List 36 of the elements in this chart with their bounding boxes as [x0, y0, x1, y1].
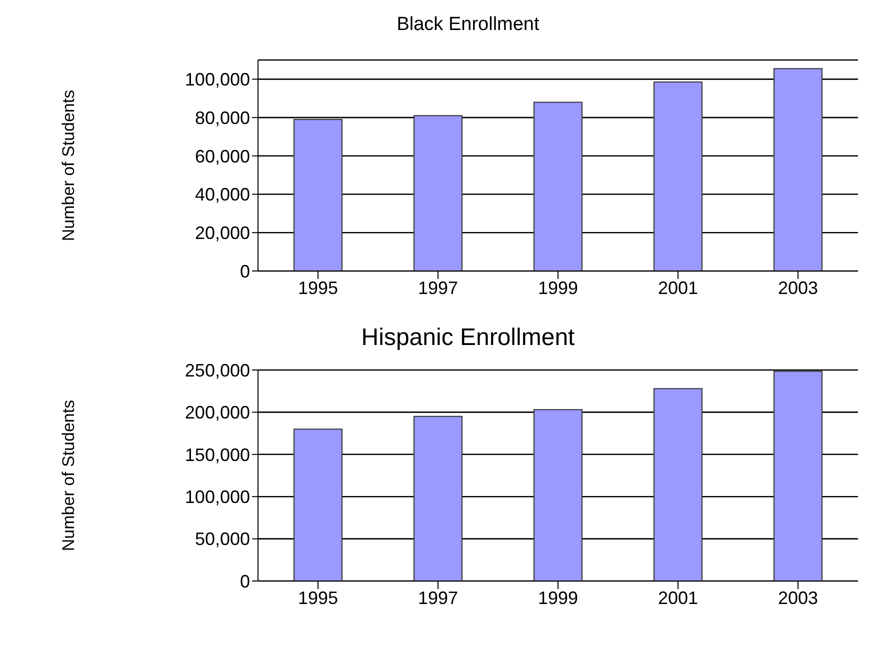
y-tick-label: 200,000 [184, 402, 250, 423]
bar [534, 102, 582, 271]
x-tick-label: 1997 [418, 588, 458, 608]
bar [534, 409, 582, 581]
y-tick-label: 80,000 [194, 108, 250, 128]
y-tick-label: 40,000 [194, 184, 250, 205]
bar [774, 68, 822, 271]
bar [654, 388, 702, 581]
y-tick-label: 0 [240, 571, 250, 592]
chart-title: Hispanic Enrollment [361, 324, 575, 351]
x-tick-label: 1997 [418, 278, 458, 298]
y-tick-label: 100,000 [184, 486, 250, 507]
x-tick-label: 2003 [778, 588, 818, 608]
bar [294, 428, 342, 581]
bar [774, 370, 822, 581]
bar [414, 416, 462, 581]
x-tick-label: 1999 [538, 278, 578, 298]
x-tick-label: 1995 [298, 588, 338, 608]
bar [654, 82, 702, 271]
y-tick-label: 20,000 [194, 223, 250, 244]
y-axis-title: Number of Students [59, 90, 78, 242]
y-tick-label: 0 [240, 261, 250, 282]
x-tick-label: 2001 [658, 278, 698, 298]
x-tick-label: 1995 [298, 278, 338, 298]
chart-title: Black Enrollment [396, 13, 540, 37]
y-tick-label: 250,000 [184, 360, 250, 380]
bar [294, 118, 342, 271]
x-tick-label: 2003 [778, 278, 818, 298]
y-tick-label: 100,000 [184, 70, 250, 90]
y-tick-label: 50,000 [194, 529, 250, 550]
x-tick-label: 1999 [538, 588, 578, 608]
y-tick-label: 150,000 [184, 444, 250, 465]
bar [414, 115, 462, 271]
y-axis-title: Number of Students [59, 400, 78, 552]
x-tick-label: 2001 [658, 588, 698, 608]
y-tick-label: 60,000 [194, 146, 250, 166]
